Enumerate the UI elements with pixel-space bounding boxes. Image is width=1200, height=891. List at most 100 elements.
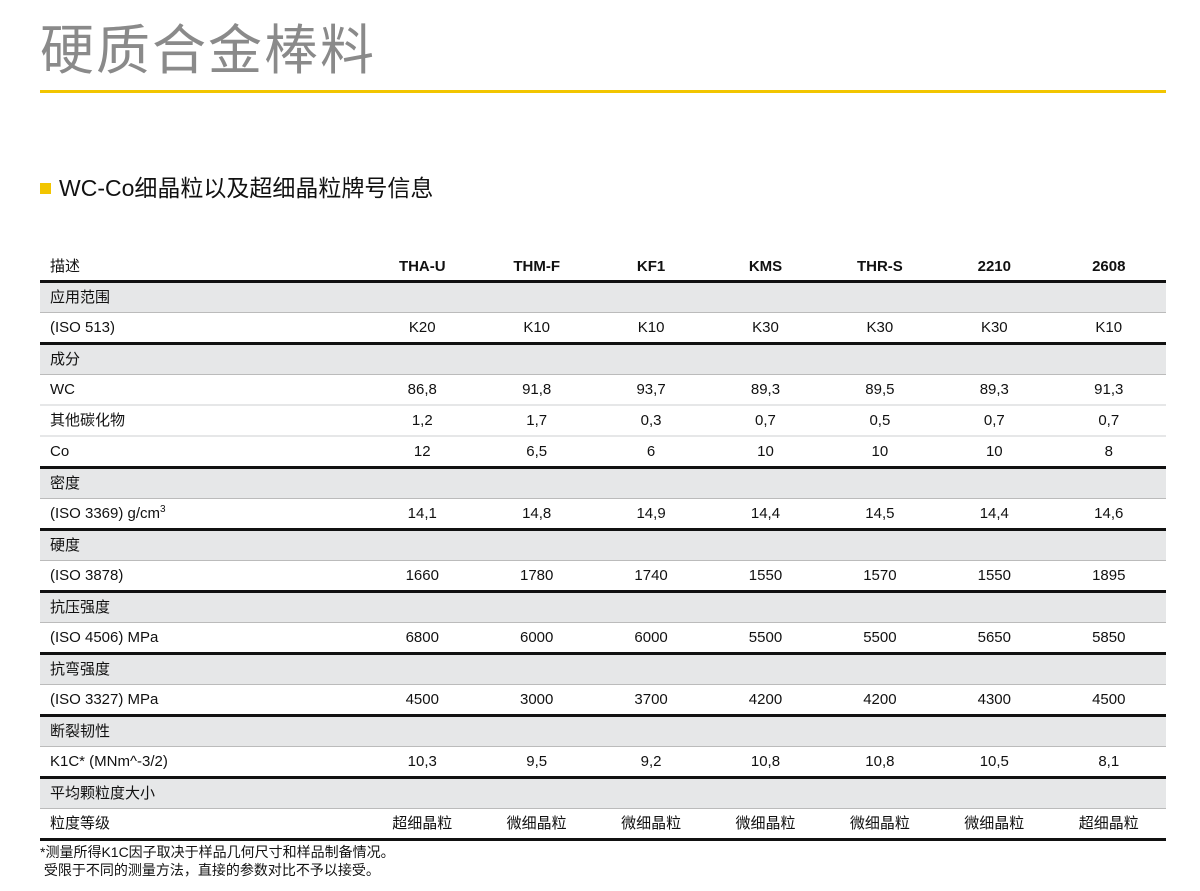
row-label: (ISO 513) (40, 313, 365, 344)
table-cell: 14,1 (407, 505, 437, 522)
table-cell: 1550 (977, 567, 1011, 584)
table-cell: 10 (871, 443, 889, 460)
section-fill (365, 591, 1166, 623)
table-cell: 8 (1104, 443, 1113, 460)
table-cell: 超细晶粒 (1078, 815, 1139, 832)
section-row: 平均颗粒度大小 (40, 777, 1166, 809)
table-cell: 0,5 (869, 412, 891, 429)
table-cell: 微细晶粒 (621, 815, 682, 832)
section-heading: WC-Co细晶粒以及超细晶粒牌号信息 (40, 174, 433, 202)
table-cell: 微细晶粒 (506, 815, 567, 832)
table-cell: 4500 (1092, 691, 1126, 708)
section-row: 硬度 (40, 529, 1166, 561)
row-label: 其他碳化物 (40, 405, 365, 436)
row-label-text: (ISO 4506) MPa (50, 629, 159, 646)
table-cell: 89,3 (979, 381, 1009, 398)
table-cell: 6,5 (526, 443, 548, 460)
table-cell: 89,5 (865, 381, 895, 398)
section-title: 抗压强度 (40, 591, 366, 623)
table-row: (ISO 3327) MPa 4500 3000 3700 4200 4200 4300 45… (40, 685, 1166, 716)
table-cell: K10 (523, 319, 551, 336)
table-cell: 10,3 (407, 753, 437, 770)
table-cell: 6800 (405, 629, 439, 646)
table-cell: 89,3 (750, 381, 781, 398)
table-cell: 6000 (634, 629, 668, 646)
yellow-square-bullet-icon (40, 182, 51, 194)
table-cell: 91,3 (1094, 381, 1124, 398)
section-row: 应用范围 (40, 281, 1166, 313)
table-cell: 4300 (977, 691, 1011, 708)
table-cell: 5650 (977, 629, 1011, 646)
section-row: 抗弯强度 (40, 653, 1166, 685)
table-cell: 10,8 (865, 753, 895, 770)
table-cell: 14,4 (750, 505, 781, 522)
title-underline (40, 90, 1166, 93)
table-cell: 1780 (519, 567, 554, 584)
table-cell: 86,8 (407, 381, 437, 398)
table-row: 其他碳化物 1,2 1,7 0,3 0,7 0,5 0,7 0,7 (40, 405, 1166, 436)
table-cell: 12 (413, 443, 431, 460)
grade-header: THM-F (513, 258, 560, 275)
table-cell: 微细晶粒 (735, 815, 796, 832)
grade-header: THR-S (856, 258, 903, 275)
section-fill (365, 777, 1166, 809)
table-cell: 6000 (519, 629, 554, 646)
section-title: 应用范围 (40, 281, 366, 313)
section-row: 密度 (40, 467, 1166, 499)
table-cell: K10 (637, 319, 665, 336)
table-cell: 0,3 (640, 412, 662, 429)
row-label-text: (ISO 3878) (50, 567, 124, 584)
row-label: Co (40, 436, 365, 468)
section-heading-text: WC-Co细晶粒以及超细晶粒牌号信息 (59, 175, 434, 201)
section-row: 抗压强度 (40, 591, 1166, 623)
table-cell: 8,1 (1098, 753, 1120, 770)
section-row: 断裂韧性 (40, 715, 1166, 747)
row-label-text: K1C* (MNm^-3/2) (50, 753, 168, 770)
page-title: 硬质合金棒料 (40, 21, 376, 81)
table-cell: 91,8 (522, 381, 552, 398)
table-cell: 微细晶粒 (964, 815, 1025, 832)
table-cell: 0,7 (1098, 412, 1120, 429)
table-cell: K30 (752, 319, 779, 336)
row-label-text: (ISO 3327) MPa (50, 691, 159, 708)
row-label-text: (ISO 513) (50, 319, 116, 336)
table-cell: 3000 (519, 691, 554, 708)
table-cell: 1660 (405, 567, 439, 584)
row-label: (ISO 4506) MPa (40, 623, 365, 654)
table-cell: 93,7 (636, 381, 666, 398)
table-cell: 1,7 (526, 412, 548, 429)
table-cell: 5500 (863, 629, 897, 646)
grade-table: 描述 THA-U THM-F KF1 KMS THR-S 2210 2608 应用范围 (IS… (40, 254, 1166, 841)
table-cell: 14,6 (1094, 505, 1124, 522)
table-cell: 9,5 (526, 753, 548, 770)
table-cell: K30 (866, 319, 894, 336)
table-row: WC 86,8 91,8 93,7 89,3 89,5 89,3 91,3 (40, 375, 1166, 405)
footnote: *测量所得K1C因子取决于样品几何尺寸和样品制备情况。 受限于不同的测量方法，直… (40, 843, 395, 879)
grade-header: KMS (748, 258, 783, 275)
section-fill (365, 343, 1166, 375)
table-cell: 10 (757, 443, 774, 460)
table-cell: 14,5 (865, 505, 895, 522)
section-title: 硬度 (40, 529, 366, 561)
table-cell: 5500 (748, 629, 783, 646)
table-cell: 1550 (748, 567, 783, 584)
table-cell: 10,5 (979, 753, 1009, 770)
grade-header: KF1 (636, 258, 666, 275)
table-cell: 14,8 (522, 505, 552, 522)
table-cell: 3700 (634, 691, 668, 708)
row-label-text: 粒度等级 (50, 815, 111, 832)
table-cell: K10 (1095, 319, 1123, 336)
table-cell: K30 (980, 319, 1008, 336)
table-cell: 1895 (1092, 567, 1126, 584)
table-cell: 6 (646, 443, 656, 460)
section-title: 平均颗粒度大小 (40, 777, 366, 809)
table-cell: 4500 (405, 691, 439, 708)
table-cell: 0,7 (755, 412, 776, 429)
table-cell: 10 (985, 443, 1003, 460)
section-row: 成分 (40, 343, 1166, 375)
table-row: (ISO 513) K20 K10 K10 K30 K30 K30 K10 (40, 313, 1166, 344)
table-cell: 4200 (748, 691, 783, 708)
section-title: 断裂韧性 (40, 715, 366, 747)
row-label-text: 其他碳化物 (50, 412, 126, 429)
table-cell: 1,2 (411, 412, 433, 429)
